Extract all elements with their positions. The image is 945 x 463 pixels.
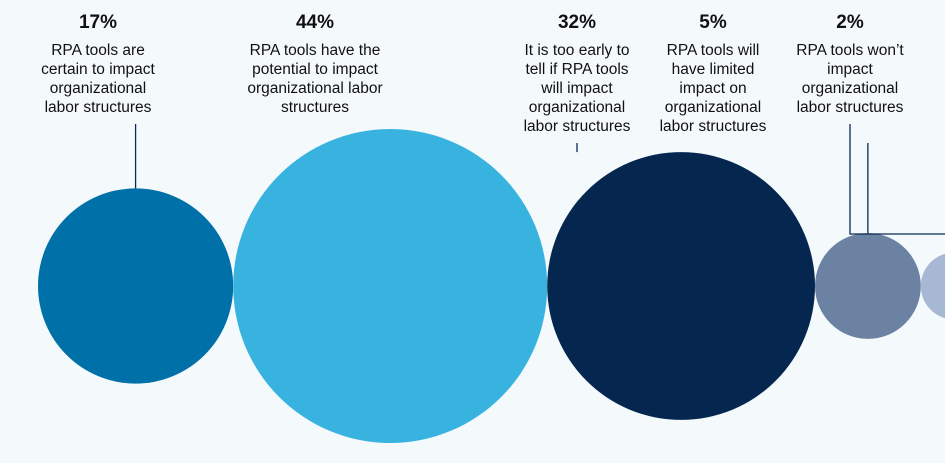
bubble-limited [815,233,921,339]
value-label-too-early: 32% [558,12,596,33]
bubble-no-impact [920,253,945,319]
leader-line-no-impact [849,124,945,235]
value-label-no-impact: 2% [836,12,864,33]
category-label-too-early: It is too early to tell if RPA tools will … [524,42,631,135]
value-label-potential: 44% [296,12,334,33]
bubble-too-early [547,152,815,420]
value-label-certain: 17% [79,12,117,33]
bubble-certain [38,188,234,384]
category-label-potential: RPA tools have the potential to impact org… [247,42,382,116]
category-label-limited: RPA tools will have limited impact on organ… [660,42,767,135]
value-label-limited: 5% [699,12,727,33]
category-label-certain: RPA tools are certain to impact organizati… [41,42,155,116]
category-label-no-impact: RPA tools won’t impact organizational labor… [796,42,904,116]
bubble-potential [233,129,548,443]
